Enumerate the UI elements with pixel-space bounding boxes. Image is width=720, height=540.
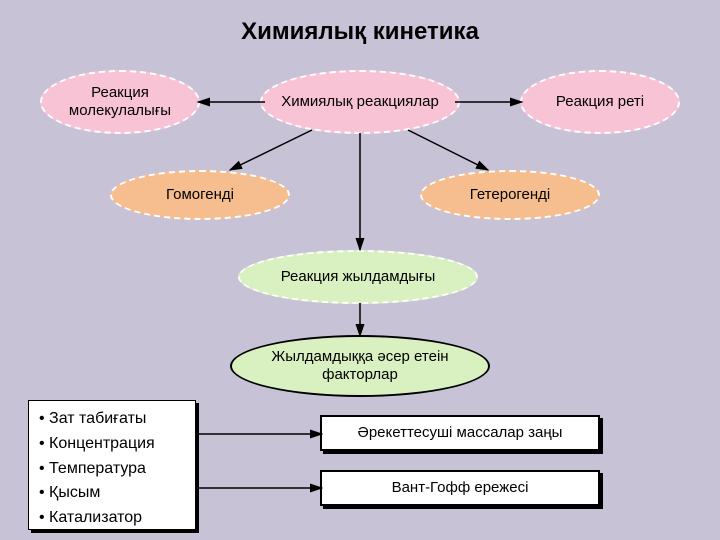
box-label: Вант-Гофф ережесі	[392, 479, 529, 497]
list-item: • Катализатор	[39, 506, 142, 531]
node-chemical-reactions: Химиялық реакциялар	[260, 70, 460, 134]
list-item: • Температура	[39, 457, 146, 482]
list-item: • Қысым	[39, 481, 100, 506]
node-label: Химиялық реакциялар	[281, 93, 439, 111]
node-label: Реакция реті	[556, 93, 644, 111]
node-label: Гетерогенді	[470, 186, 551, 204]
node-rate-factors: Жылдамдыққа әсер етеін факторлар	[230, 335, 490, 397]
list-item: • Концентрация	[39, 432, 155, 457]
node-label: Реакция молекулалығы	[48, 84, 192, 120]
factors-list: • Зат табиғаты • Концентрация • Температ…	[28, 400, 196, 530]
node-label: Гомогенді	[166, 186, 234, 204]
node-reaction-order: Реакция реті	[520, 70, 680, 134]
box-label: Әрекеттесуші массалар заңы	[358, 424, 563, 442]
node-heterogeneous: Гетерогенді	[420, 170, 600, 220]
list-item: • Зат табиғаты	[39, 407, 146, 432]
node-reaction-rate: Реакция жылдамдығы	[238, 250, 478, 304]
node-reaction-molecularity: Реакция молекулалығы	[40, 70, 200, 134]
node-label: Жылдамдыққа әсер етеін факторлар	[238, 348, 482, 384]
node-label: Реакция жылдамдығы	[281, 268, 436, 286]
box-vant-hoff-rule: Вант-Гофф ережесі	[320, 470, 600, 506]
node-homogeneous: Гомогенді	[110, 170, 290, 220]
box-mass-action-law: Әрекеттесуші массалар заңы	[320, 415, 600, 451]
diagram-title: Химиялық кинетика	[0, 18, 720, 46]
